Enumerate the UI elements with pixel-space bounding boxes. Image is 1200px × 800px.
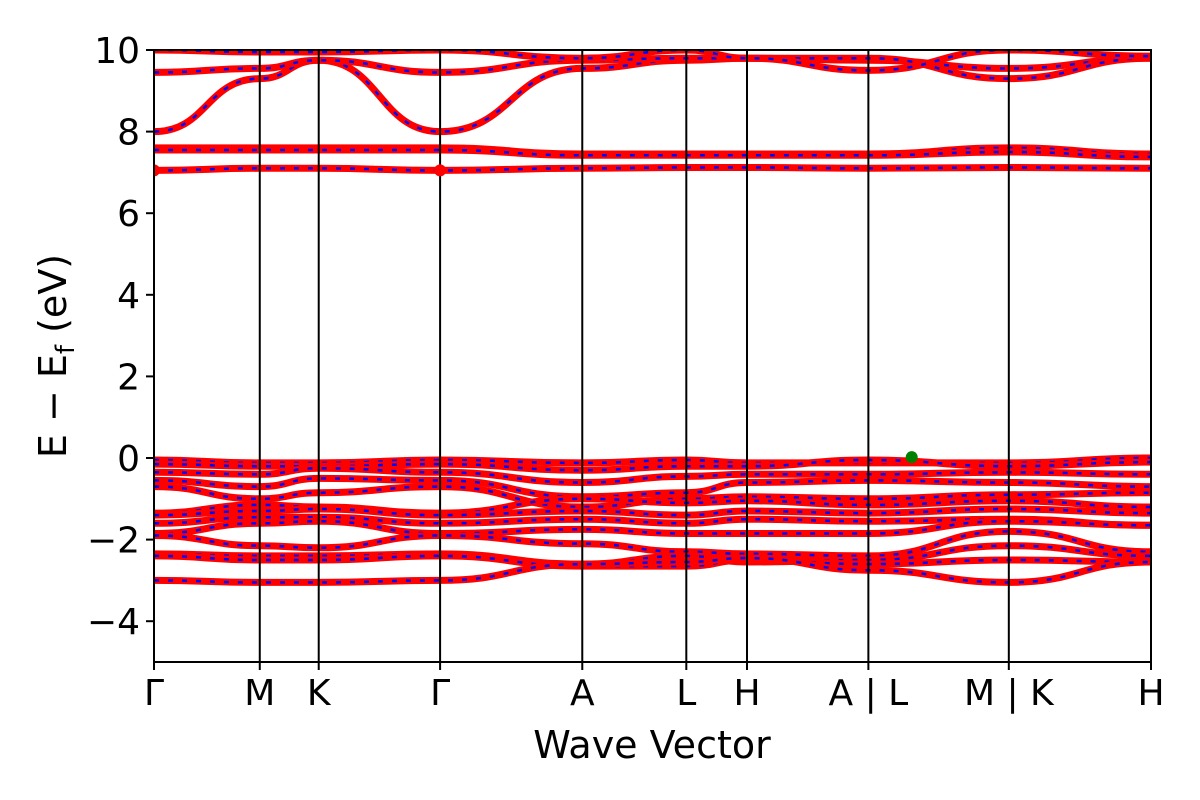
x-tick-label-1: M — [244, 673, 275, 714]
y-tick-label-2: 0 — [117, 439, 140, 480]
band-14-red — [154, 517, 1151, 538]
x-tick-label-0: Γ — [144, 673, 164, 714]
kpoint-lines — [153, 50, 1152, 662]
x-axis-label: Wave Vector — [533, 723, 771, 767]
band-15-blue — [154, 530, 1151, 558]
band-1-blue — [154, 56, 1151, 80]
band-2-blue — [154, 50, 1151, 72]
band-16-blue — [154, 544, 1151, 566]
x-tick-label-7: A | L — [829, 673, 909, 714]
x-tick-label-8: M | K — [964, 673, 1055, 714]
bands-layer — [154, 50, 1151, 586]
x-tick-label-3: Γ — [430, 673, 450, 714]
band-18-blue — [154, 556, 1151, 584]
y-axis-label-sub: f — [51, 344, 81, 354]
x-tick-label-5: L — [676, 673, 696, 714]
band-13-red — [154, 513, 1151, 529]
marker-2 — [905, 451, 918, 464]
x-tick-label-6: H — [733, 673, 760, 714]
y-tick-label-7: 10 — [94, 31, 140, 72]
band-4-red — [154, 146, 1151, 161]
x-tick-label-9: H — [1137, 673, 1164, 714]
plot-frame — [153, 49, 1152, 663]
y-axis-label-main: E − E — [31, 354, 75, 458]
band-0-blue — [154, 56, 1151, 133]
band-8-blue — [154, 466, 1151, 484]
y-tick-label-3: 2 — [117, 357, 140, 398]
y-ticks: −4 −2 0 2 4 6 8 10 — [87, 31, 154, 643]
y-tick-label-5: 6 — [117, 194, 140, 235]
y-tick-label-4: 4 — [117, 276, 140, 317]
band-5-red — [154, 163, 1151, 174]
markers-layer — [154, 164, 918, 464]
y-axis-label-unit: (eV) — [31, 254, 75, 345]
band-10-blue — [154, 485, 1151, 509]
band-5-blue — [154, 166, 1151, 172]
band-6-red — [154, 454, 1151, 467]
band-12-blue — [154, 507, 1151, 517]
x-tick-label-4: A — [570, 673, 595, 714]
x-tick-label-2: K — [307, 673, 332, 714]
band-9-blue — [154, 477, 1151, 499]
y-tick-label-6: 8 — [117, 113, 140, 154]
y-tick-label-0: −4 — [87, 602, 140, 643]
marker-0 — [154, 164, 160, 177]
y-axis-label: E − Ef (eV) — [31, 254, 81, 458]
y-tick-label-1: −2 — [87, 521, 140, 562]
marker-1 — [434, 164, 447, 177]
